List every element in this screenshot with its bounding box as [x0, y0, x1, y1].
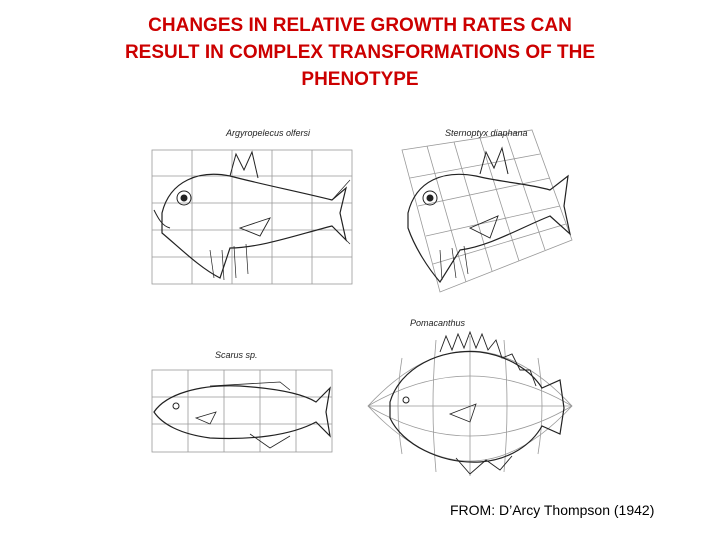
- sternoptyx-drawing: [401, 129, 573, 293]
- panel-label-scarus: Scarus sp.: [215, 350, 258, 360]
- title-line-3: PHENOTYPE: [301, 69, 419, 90]
- slide-title: CHANGES IN RELATIVE GROWTH RATES CAN RES…: [20, 12, 700, 93]
- scarus-grid: [151, 369, 333, 453]
- pomacanthus-drawing: [367, 330, 573, 476]
- panel-label-pomacanthus: Pomacanthus: [410, 318, 466, 328]
- title-line-1: CHANGES IN RELATIVE GROWTH RATES CAN: [148, 15, 572, 36]
- panel-label-argyropelecus: Argyropelecus olfersi: [226, 128, 311, 138]
- fish-grid-drawings: [151, 129, 573, 476]
- argyropelecus-grid: [151, 149, 353, 285]
- scarus-drawing: [151, 369, 333, 453]
- argyropelecus-drawing: [151, 149, 353, 285]
- title-line-2: RESULT IN COMPLEX TRANSFORMATIONS OF THE: [124, 42, 596, 63]
- panel-label-sternoptyx: Sternoptyx diaphana: [445, 128, 528, 138]
- source-credit: FROM: D’Arcy Thompson (1942): [450, 502, 655, 518]
- transformation-grids-figure: Argyropelecus olfersi Sternoptyx diaphan…: [140, 118, 580, 482]
